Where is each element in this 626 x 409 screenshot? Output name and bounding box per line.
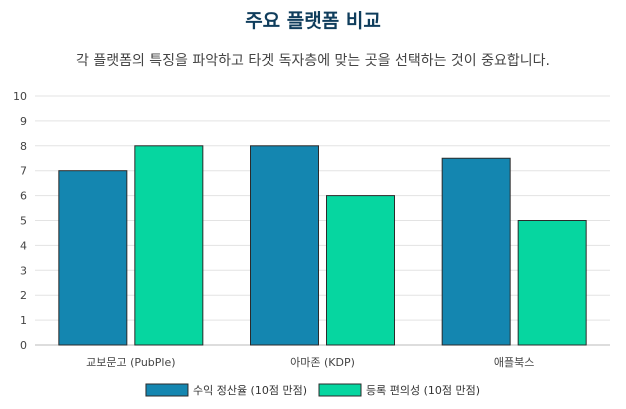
legend-label: 수익 정산율 (10점 만점) xyxy=(193,384,307,397)
legend-label: 등록 편의성 (10점 만점) xyxy=(366,384,480,397)
bar xyxy=(58,170,128,346)
y-tick-label: 1 xyxy=(20,314,27,327)
y-tick-label: 9 xyxy=(20,115,27,128)
legend-swatch xyxy=(145,383,189,397)
y-tick-label: 7 xyxy=(20,165,27,178)
chart-title: 주요 플랫폼 비교 xyxy=(245,10,381,32)
bar xyxy=(134,145,204,346)
legend-swatch xyxy=(318,383,362,397)
grid-lines xyxy=(35,95,610,346)
y-tick-label: 2 xyxy=(20,289,27,302)
bar xyxy=(441,157,511,346)
y-tick-label: 6 xyxy=(20,190,27,203)
y-tick-label: 3 xyxy=(20,264,27,277)
bars xyxy=(58,145,587,346)
x-tick-label: 아마존 (KDP) xyxy=(290,356,355,369)
y-tick-label: 5 xyxy=(20,215,27,228)
bar xyxy=(250,145,319,346)
chart-subtitle: 각 플랫폼의 특징을 파악하고 타겟 독자층에 맞는 곳을 선택하는 것이 중요… xyxy=(76,53,550,69)
bar xyxy=(326,195,395,346)
x-tick-label: 교보문고 (PubPle) xyxy=(86,356,175,369)
y-tick-label: 0 xyxy=(20,339,27,352)
axes: 0 1 2 3 4 5 6 7 8 9 10 교보문고 (PubPle) 아마존 (KDP) 애플북스 xyxy=(13,90,534,369)
y-tick-label: 8 xyxy=(20,140,27,153)
legend: 수익 정산율 (10점 만점) 등록 편의성 (10점 만점) xyxy=(145,383,480,397)
y-tick-label: 4 xyxy=(20,239,27,252)
bar xyxy=(517,220,587,346)
y-tick-label: 10 xyxy=(13,90,27,103)
x-tick-label: 애플북스 xyxy=(494,356,534,369)
